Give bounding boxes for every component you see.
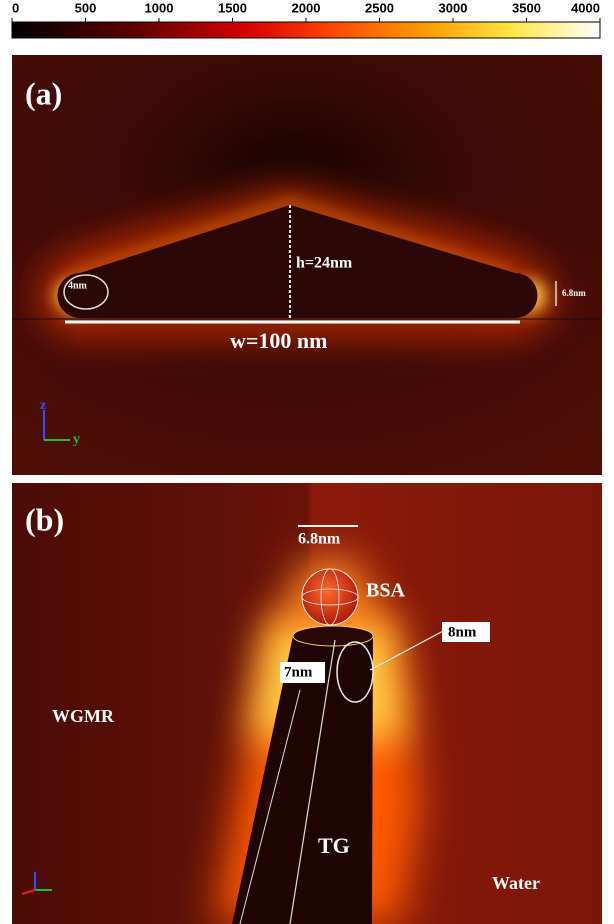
axis-label: y <box>73 432 80 447</box>
colorbar-tick-label: 2500 <box>365 0 394 15</box>
colorbar-tick-label: 3500 <box>512 0 541 15</box>
annotation: 4nm <box>68 280 88 291</box>
annotation: TG <box>318 833 350 858</box>
panel-b: (b) 6.8nm BSA 8nm 7nm WGMR TG Water <box>12 483 602 924</box>
colorbar-gradient <box>12 22 600 38</box>
annotation: BSA <box>366 580 405 602</box>
colorbar-tick-label: 0 <box>12 0 19 15</box>
colorbar-tick-label: 1000 <box>145 0 174 15</box>
protein-sphere <box>302 569 358 625</box>
annotation: w=100 nm <box>230 328 328 353</box>
annotation: WGMR <box>52 706 115 726</box>
annotation: h=24nm <box>296 255 353 272</box>
panel-label: (a) <box>25 75 62 111</box>
colorbar-tick-label: 1500 <box>218 0 247 15</box>
figure: 0 500 1000 1500 2000 2500 3000 3500 4000 (a) 4nm… <box>0 0 614 924</box>
colorbar-tick-label: 3000 <box>439 0 468 15</box>
annotation: 7nm <box>284 664 313 680</box>
colorbar-tick-label: 500 <box>75 0 97 15</box>
annotation: 8nm <box>448 624 477 640</box>
panel-label: (b) <box>25 501 64 537</box>
panel-a: (a) 4nm h=24nm 6.8nm w=100 nm z y <box>12 55 602 475</box>
annotation: 6.8nm <box>562 288 586 298</box>
colorbar-tick-label: 2000 <box>292 0 321 15</box>
colorbar: 0 500 1000 1500 2000 2500 3000 3500 4000 <box>12 0 600 38</box>
colorbar-tick-label: 4000 <box>571 0 600 15</box>
annotation: Water <box>492 873 540 893</box>
annotation: 6.8nm <box>298 531 341 548</box>
axis-label: z <box>40 398 46 413</box>
